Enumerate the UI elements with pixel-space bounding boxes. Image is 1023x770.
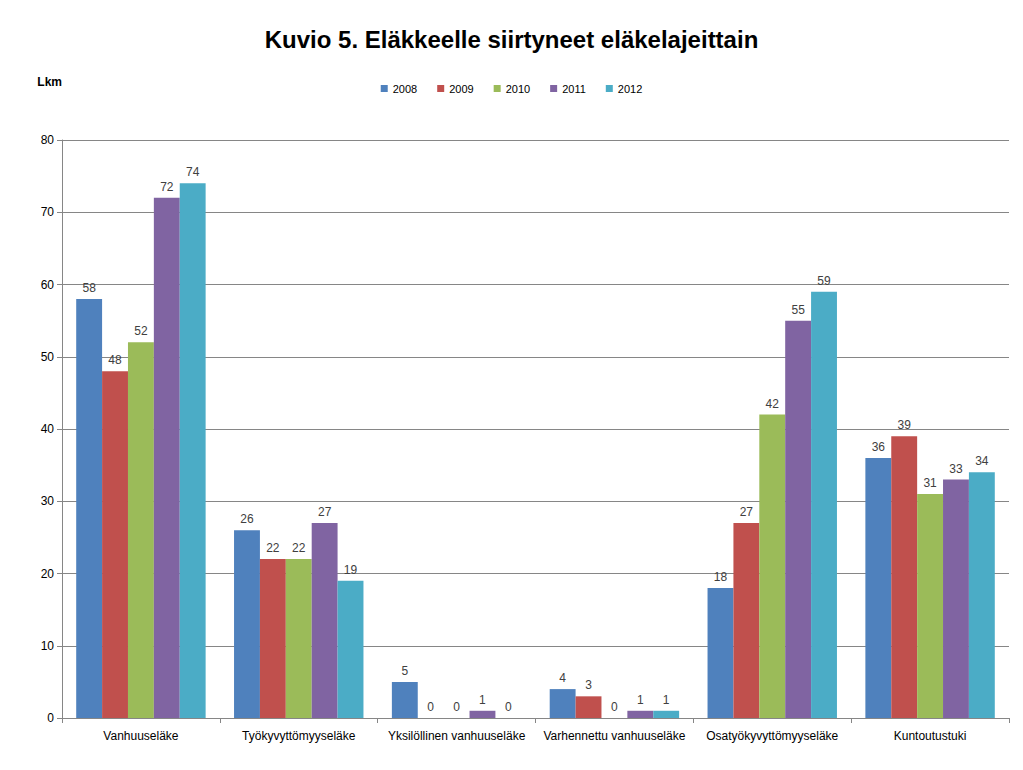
svg-text:2008: 2008 (393, 83, 417, 95)
svg-text:0: 0 (505, 700, 512, 714)
svg-text:31: 31 (923, 476, 937, 490)
svg-text:0: 0 (47, 711, 54, 725)
svg-text:2012: 2012 (618, 83, 642, 95)
svg-text:36: 36 (872, 440, 886, 454)
svg-text:72: 72 (160, 180, 174, 194)
svg-text:2009: 2009 (449, 83, 473, 95)
svg-text:1: 1 (663, 693, 670, 707)
svg-text:74: 74 (186, 165, 200, 179)
svg-text:52: 52 (134, 324, 148, 338)
svg-text:Varhennettu vanhuuseläke: Varhennettu vanhuuseläke (543, 729, 685, 743)
svg-text:26: 26 (240, 512, 254, 526)
svg-text:0: 0 (453, 700, 460, 714)
svg-text:5: 5 (401, 664, 408, 678)
svg-text:22: 22 (266, 541, 280, 555)
svg-text:Kuntoutustuki: Kuntoutustuki (894, 729, 967, 743)
svg-text:0: 0 (427, 700, 434, 714)
svg-text:4: 4 (559, 671, 566, 685)
svg-text:Kuvio 5. Eläkkeelle siirtyneet: Kuvio 5. Eläkkeelle siirtyneet eläkelaje… (265, 26, 759, 53)
svg-text:40: 40 (41, 422, 55, 436)
svg-text:2010: 2010 (506, 83, 530, 95)
svg-text:3: 3 (585, 678, 592, 692)
svg-text:39: 39 (898, 418, 912, 432)
svg-text:27: 27 (740, 505, 754, 519)
svg-text:10: 10 (41, 639, 55, 653)
svg-text:Yksilöllinen vanhuuseläke: Yksilöllinen vanhuuseläke (388, 729, 526, 743)
svg-text:33: 33 (949, 462, 963, 476)
svg-text:1: 1 (479, 693, 486, 707)
svg-text:1: 1 (637, 693, 644, 707)
svg-text:30: 30 (41, 494, 55, 508)
svg-text:34: 34 (975, 454, 989, 468)
svg-text:80: 80 (41, 133, 55, 147)
svg-text:Vanhuuseläke: Vanhuuseläke (103, 729, 178, 743)
svg-text:48: 48 (108, 353, 122, 367)
svg-text:50: 50 (41, 350, 55, 364)
svg-text:58: 58 (82, 281, 96, 295)
svg-text:55: 55 (791, 303, 805, 317)
svg-text:22: 22 (292, 541, 306, 555)
svg-text:60: 60 (41, 278, 55, 292)
svg-text:19: 19 (344, 563, 358, 577)
svg-text:59: 59 (817, 274, 831, 288)
svg-text:Työkyvyttömyyseläke: Työkyvyttömyyseläke (242, 729, 356, 743)
svg-text:27: 27 (318, 505, 332, 519)
svg-text:2011: 2011 (562, 83, 586, 95)
svg-text:0: 0 (611, 700, 618, 714)
svg-text:Lkm: Lkm (37, 75, 62, 89)
svg-text:Osatyökyvyttömyyseläke: Osatyökyvyttömyyseläke (706, 729, 838, 743)
svg-text:42: 42 (766, 397, 780, 411)
svg-text:70: 70 (41, 205, 55, 219)
svg-text:18: 18 (714, 570, 728, 584)
svg-text:20: 20 (41, 567, 55, 581)
